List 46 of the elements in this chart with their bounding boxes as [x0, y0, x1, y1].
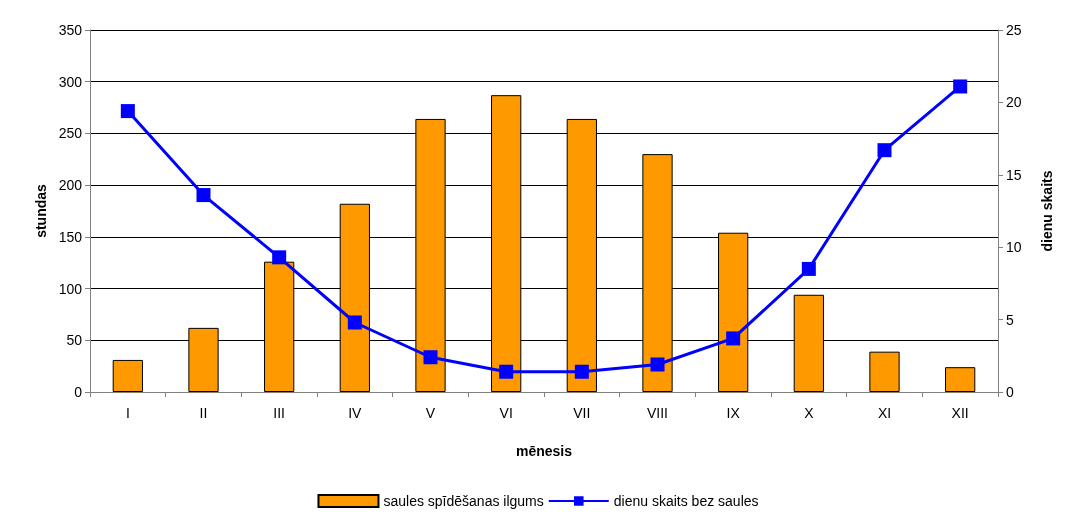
point [272, 250, 287, 265]
y2-tick-label: 0 [1006, 384, 1014, 400]
y-tick-label: 200 [58, 177, 83, 194]
point [877, 143, 892, 158]
point [953, 79, 968, 94]
bar [869, 351, 900, 392]
y2-axis-title: dienu skaits [1039, 170, 1055, 252]
y-tick-label: 100 [58, 280, 83, 297]
point [196, 188, 211, 203]
y-tick-label: 150 [58, 228, 83, 245]
x-tick-label: VII [573, 405, 591, 421]
x-tick-label: XII [951, 405, 969, 421]
x-tick-label: XI [877, 405, 892, 421]
y-tick-label: 0 [74, 384, 83, 400]
y-axis-title: stundas [32, 183, 49, 238]
point [650, 357, 665, 372]
point [499, 364, 514, 379]
bar [112, 359, 143, 392]
x-tick-label: V [425, 405, 436, 421]
point [801, 261, 816, 276]
x-tick-label: I [125, 405, 130, 421]
y-tick-label: 350 [58, 22, 83, 38]
legend-label: saules spīdēšanas ilgums [383, 493, 544, 509]
y2-tick-label: 5 [1006, 311, 1014, 328]
y2-tick-label: 25 [1006, 22, 1022, 38]
y-tick-label: 250 [58, 125, 83, 142]
y2-tick-label: 10 [1006, 239, 1022, 256]
point [347, 315, 362, 330]
legend-label: dienu skaits bez saules [613, 493, 759, 509]
y-tick-label: 300 [58, 73, 83, 90]
point [574, 364, 589, 379]
x-tick-label: IX [726, 405, 741, 421]
x-tick-label: VI [499, 405, 513, 421]
point [423, 350, 438, 365]
x-tick-label: X [804, 405, 815, 421]
y-tick-label: 50 [66, 332, 83, 349]
x-axis-title: mēnesis [515, 443, 573, 459]
y2-tick-label: 20 [1006, 94, 1022, 111]
x-tick-label: II [199, 405, 208, 421]
x-tick-label: VIII [646, 405, 669, 421]
point [120, 104, 135, 119]
bar [945, 367, 976, 392]
y2-tick-label: 15 [1006, 166, 1022, 183]
x-tick-label: III [273, 405, 285, 421]
point [726, 331, 741, 346]
x-tick-label: IV [348, 405, 363, 421]
